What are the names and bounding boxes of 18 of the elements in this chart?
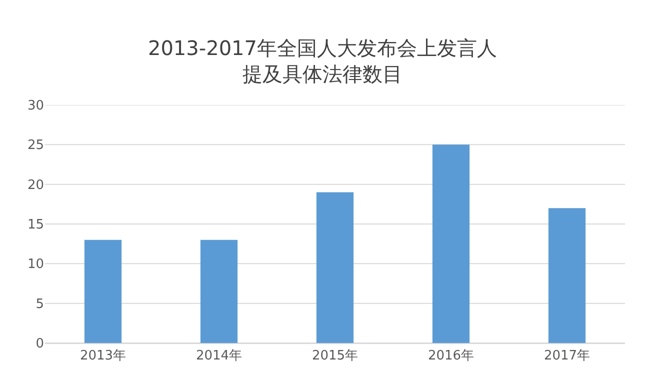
x-tick-label: 2013年 xyxy=(80,348,126,364)
x-tick-label: 2015年 xyxy=(312,348,358,364)
y-tick-label: 5 xyxy=(36,296,44,312)
chart-title: 2013-2017年全国人大发布会上发言人提及具体法律数目 xyxy=(148,36,498,86)
x-tick-label: 2016年 xyxy=(428,348,474,364)
y-tick-label: 15 xyxy=(27,218,44,233)
bar xyxy=(84,240,122,343)
y-tick-label: 0 xyxy=(36,336,44,352)
y-tick-label: 10 xyxy=(27,257,44,272)
y-tick-label: 20 xyxy=(27,178,44,193)
y-tick-label: 30 xyxy=(27,98,44,114)
bar xyxy=(200,240,238,343)
bar xyxy=(432,144,470,343)
bar xyxy=(316,192,354,343)
y-tick-label: 25 xyxy=(27,138,44,154)
x-tick-label: 2014年 xyxy=(196,348,242,364)
bar xyxy=(548,208,586,343)
x-tick-label: 2017年 xyxy=(544,348,590,364)
